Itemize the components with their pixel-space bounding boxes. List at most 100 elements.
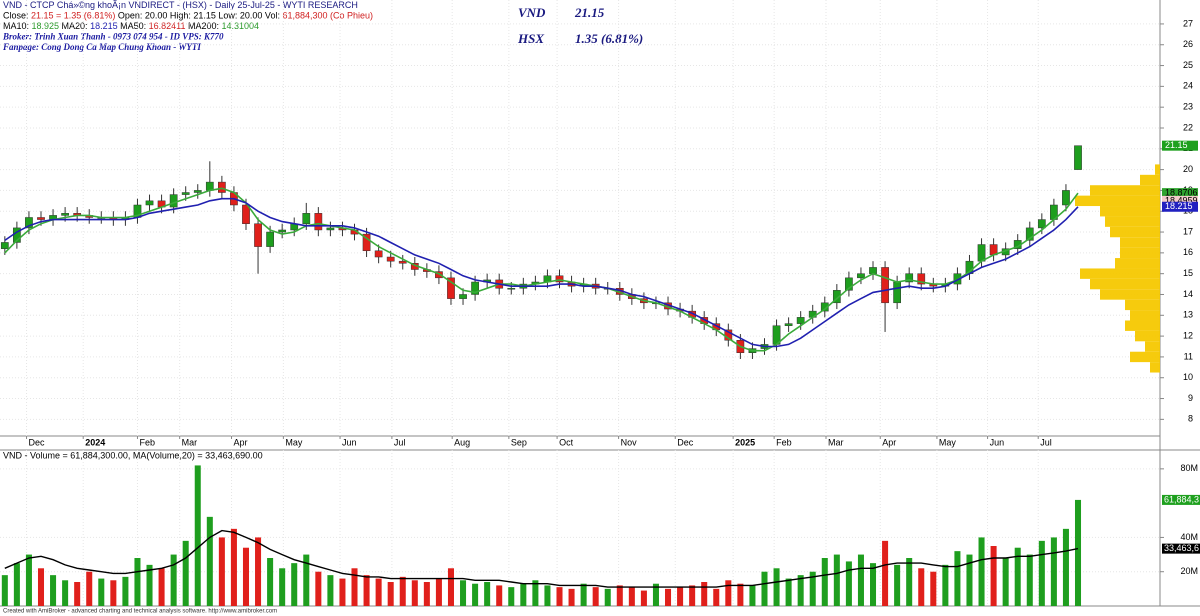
candle-body — [471, 281, 479, 295]
volume-bar — [761, 571, 768, 606]
x-tick-label: Mar — [828, 437, 844, 447]
candle-body — [857, 273, 865, 279]
volume-bar — [544, 585, 551, 606]
volume-profile-bar — [1125, 299, 1160, 311]
header-line: Close: 21.15 = 1.35 (6.81%) Open: 20.00 … — [3, 11, 373, 21]
x-tick-label: 2024 — [85, 437, 105, 447]
volume-bar — [652, 583, 659, 606]
volume-profile-bar — [1140, 174, 1160, 186]
volume-bar — [25, 554, 32, 606]
volume-bar — [882, 540, 889, 606]
volume-bar — [327, 575, 334, 606]
volume-bar — [460, 580, 467, 606]
x-tick-label: Sep — [511, 437, 527, 447]
volume-bar — [773, 568, 780, 606]
volume-tag — [1162, 543, 1200, 554]
header-text: 14.31004 — [222, 21, 260, 31]
volume-bar — [303, 554, 310, 606]
x-tick-label: May — [285, 437, 303, 447]
volume-bar — [134, 558, 141, 606]
y-tick-label: 8 — [1188, 414, 1193, 424]
volume-bar — [821, 558, 828, 606]
y-tick-label: 12 — [1183, 330, 1193, 340]
volume-bar — [182, 540, 189, 606]
volume-bar — [604, 588, 611, 606]
volume-bar — [870, 563, 877, 606]
price-tag — [1162, 188, 1198, 199]
y-tick-label: 20 — [1183, 164, 1193, 174]
candle-body — [25, 217, 33, 229]
volume-bar — [74, 582, 81, 606]
y-tick-label: 15 — [1183, 268, 1193, 278]
y-tick-label: 10 — [1183, 372, 1193, 382]
volume-bar — [447, 568, 454, 606]
candle-body — [555, 275, 564, 283]
candle-body — [218, 181, 226, 193]
candle-body — [242, 204, 250, 224]
header-text: Fanpage: Cong Dong Ca Map Chung Khoan - … — [2, 42, 201, 52]
header-text: 61,884,300 (Co Phieu) — [282, 11, 373, 21]
x-tick-label: Apr — [882, 437, 896, 447]
volume-bar — [737, 583, 744, 606]
y-tick-label: 22 — [1183, 122, 1193, 132]
volume-bar — [387, 582, 394, 606]
volume-bar — [339, 578, 346, 606]
header-line: VND - CTCP Chá»©ng khoÃ¡n VNDIRECT - (HS… — [3, 0, 358, 10]
header-text: Broker: Trinh Xuan Thanh - 0973 074 954 … — [2, 32, 224, 42]
volume-bar — [37, 568, 45, 606]
volume-bar — [399, 576, 406, 606]
price-tag-label: 18.215 — [1165, 201, 1193, 211]
header-text: VND - CTCP Chá»©ng khoÃ¡n VNDIRECT - (HS… — [3, 0, 358, 10]
volume-bar — [930, 571, 937, 606]
volume-bar — [267, 558, 274, 606]
volume-bar — [86, 571, 93, 606]
header-text: 18.215 — [90, 21, 118, 31]
volume-bar — [194, 465, 201, 606]
x-tick-label: Jun — [342, 437, 357, 447]
candle-body — [447, 277, 455, 299]
volume-bar — [351, 568, 358, 606]
volume-bar — [1, 575, 8, 606]
footer: Created with AmiBroker - advanced charti… — [3, 609, 277, 615]
volume-bar — [894, 564, 901, 606]
volume-bar — [990, 546, 997, 606]
volume-profile-bar — [1100, 206, 1160, 217]
candle-body — [1025, 227, 1034, 241]
volume-bar — [857, 554, 864, 606]
y-tick-label: 17 — [1183, 226, 1193, 236]
volume-bar — [701, 582, 708, 606]
y-tick-label: 24 — [1183, 81, 1193, 91]
x-tick-label: 2025 — [735, 437, 755, 447]
candle-body — [193, 190, 202, 193]
candle-body — [181, 192, 190, 195]
volume-bar — [1074, 499, 1082, 606]
volume-bar — [665, 588, 672, 606]
y-tick-label: 14 — [1183, 289, 1193, 299]
volume-bar — [146, 564, 153, 606]
volume-bar — [411, 580, 418, 606]
header-line: MA10: 18.925 MA20: 18.215 MA50: 16.82411… — [3, 21, 259, 31]
volume-bar — [484, 582, 491, 606]
volume-bar — [749, 585, 756, 606]
candle-body — [398, 260, 407, 264]
candle-body — [869, 267, 877, 274]
candle-body — [386, 256, 395, 262]
big-price: 21.15 — [574, 5, 605, 20]
header-text: 16.82411 — [149, 21, 186, 31]
candle-body — [145, 200, 154, 206]
volume-bar — [291, 563, 298, 606]
header-line: Fanpage: Cong Dong Ca Map Chung Khoan - … — [2, 42, 201, 52]
candle-body — [1037, 219, 1046, 229]
candle-body — [977, 244, 986, 262]
volume-bar — [616, 585, 623, 606]
volume-bar — [797, 575, 804, 606]
candle-body — [1074, 145, 1082, 170]
volume-bar — [833, 554, 840, 606]
volume-bar — [1002, 558, 1009, 606]
volume-profile-bar — [1155, 164, 1160, 175]
volume-bar — [532, 580, 539, 606]
volume-profile-bar — [1150, 362, 1160, 373]
header-text: MA10: — [3, 21, 32, 31]
volume-profile-bar — [1110, 226, 1160, 238]
header-text: MA50: — [118, 21, 149, 31]
